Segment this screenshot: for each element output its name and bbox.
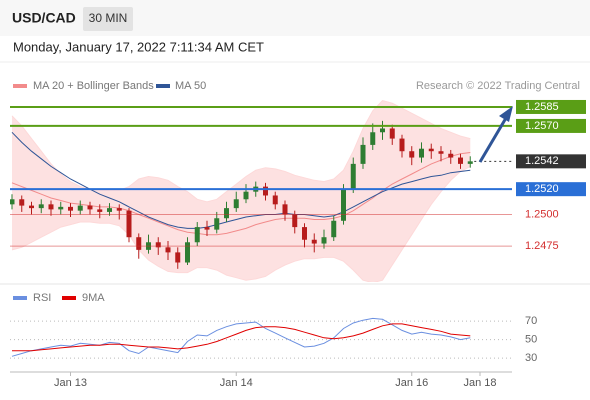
candle-body: [458, 157, 463, 164]
price-panel: [10, 100, 473, 282]
level-label: 1.2570: [525, 120, 559, 132]
interval: 30 MIN: [89, 11, 128, 25]
last-price-label: 1.2542: [525, 155, 559, 167]
candle-body: [214, 218, 220, 230]
bollinger-lower: [11, 165, 471, 282]
candle-body: [389, 128, 395, 139]
forecast-arrow: [478, 117, 508, 163]
candle-body: [321, 237, 327, 244]
legend-swatch: [62, 296, 76, 300]
candle-body: [126, 210, 132, 238]
candle-body: [77, 205, 83, 211]
ma-line: [11, 152, 471, 236]
legend-swatch: [13, 296, 27, 300]
forecast-arrowhead: [499, 106, 513, 122]
x-tick-label: Jan 13: [54, 377, 87, 389]
x-tick-label: Jan 18: [463, 377, 496, 389]
credit: Research © 2022 Trading Central: [416, 80, 580, 92]
candle-body: [58, 206, 64, 210]
overlay: 1.2585 1.2570 1.2520 1.2500 1.2475 1.2542 Jan …: [10, 99, 586, 389]
candle-body: [272, 195, 278, 205]
timestamp: Monday, January 17, 2022 7:11:34 AM CET: [13, 39, 264, 54]
candle-body: [311, 239, 317, 244]
level-label: 1.2585: [525, 101, 559, 113]
candle-body: [370, 132, 376, 145]
interval-badge: [83, 7, 133, 31]
candle-body: [10, 199, 15, 205]
y-tick-label: 30: [525, 352, 537, 364]
symbol: USD/CAD: [12, 10, 76, 26]
indicator-line: [11, 317, 471, 357]
level-label: 1.2500: [525, 208, 559, 220]
legend-swatch: [13, 84, 27, 88]
legend-label: MA 20 + Bollinger Bands: [33, 80, 154, 92]
last-price-box: [516, 154, 586, 169]
legend-swatch: [156, 84, 170, 88]
bollinger-band: [12, 100, 471, 282]
level-label: 1.2475: [525, 240, 559, 252]
candle-body: [292, 214, 298, 228]
candle-body: [467, 161, 473, 164]
legend-label: 9MA: [82, 292, 105, 304]
indicator-line: [12, 323, 471, 352]
candle-body: [380, 128, 385, 133]
candle-body: [194, 227, 200, 243]
y-tick-label: 50: [525, 334, 537, 346]
candle-body: [331, 220, 337, 238]
candle-body: [165, 247, 171, 253]
candle-body: [155, 242, 161, 248]
candle-body: [48, 204, 54, 210]
legend-label: MA 50: [175, 80, 206, 92]
level-box: [516, 182, 586, 197]
candle-body: [97, 209, 103, 212]
candle-body: [233, 199, 239, 209]
candle-body: [136, 237, 142, 250]
candle-body: [204, 227, 210, 230]
candle-body: [399, 138, 405, 152]
candle-body: [419, 148, 424, 158]
candle-body: [282, 204, 288, 215]
candle-body: [438, 151, 444, 154]
x-tick-label: Jan 14: [220, 377, 253, 389]
candle-body: [87, 205, 93, 210]
candle-body: [428, 148, 434, 152]
candle-body: [107, 208, 112, 212]
candle-body: [185, 242, 190, 263]
y-tick-label: 70: [525, 315, 537, 327]
candle-body: [448, 153, 454, 158]
candle-body: [263, 186, 268, 196]
candle-body: [224, 208, 229, 219]
candle-body: [19, 199, 25, 206]
candle-body: [350, 163, 356, 190]
candle-body: [38, 204, 44, 209]
candle-body: [243, 191, 249, 200]
candle-body: [302, 227, 307, 240]
candle-body: [409, 151, 415, 158]
candle-body: [68, 206, 73, 211]
candle-body: [29, 205, 34, 209]
x-tick-label: Jan 16: [395, 377, 428, 389]
level-label: 1.2520: [525, 183, 559, 195]
candle-body: [341, 189, 346, 221]
candle-body: [116, 208, 122, 211]
candle-body: [175, 252, 181, 263]
candle-body: [360, 144, 366, 164]
level-box: [516, 99, 586, 114]
level-box: [516, 118, 586, 133]
legend-label: RSI: [33, 292, 51, 304]
